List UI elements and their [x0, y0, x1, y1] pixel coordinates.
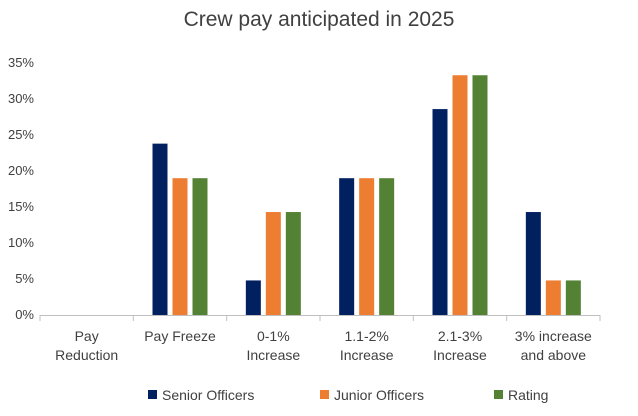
bar-senior-officers-4 [432, 109, 448, 315]
bar-junior-officers-4 [452, 75, 468, 316]
legend-swatch [148, 390, 157, 399]
y-tick-label: 10% [8, 235, 34, 250]
bar-rating-5 [565, 280, 581, 315]
x-category-label: Pay Reduction [55, 328, 118, 363]
bar-rating-3 [379, 178, 395, 315]
legend-label: Senior Officers [162, 387, 254, 403]
legend-swatch [320, 390, 329, 399]
y-tick-label: 0% [15, 307, 34, 322]
x-axis-category-labels: Pay Reduction Pay Freeze 0-1% Increase 1.1-2%… [55, 328, 592, 363]
legend: Senior Officers Junior Officers Rating [148, 387, 548, 403]
x-category-label: 0-1% Increase [246, 328, 300, 363]
x-category-label: 2.1-3% Increase [433, 328, 487, 363]
x-category-label: Pay Freeze [144, 328, 216, 344]
bar-senior-officers-3 [339, 178, 355, 315]
legend-label: Junior Officers [334, 387, 424, 403]
y-tick-label: 30% [8, 91, 34, 106]
bar-junior-officers-3 [359, 178, 375, 315]
legend-swatch [494, 390, 503, 399]
chart-title: Crew pay anticipated in 2025 [184, 8, 455, 31]
y-tick-label: 20% [8, 163, 34, 178]
y-tick-label: 15% [8, 199, 34, 214]
bar-junior-officers-2 [265, 212, 281, 315]
legend-label: Rating [508, 387, 548, 403]
bar-rating-1 [192, 178, 208, 315]
bar-junior-officers-5 [545, 280, 561, 315]
y-axis-ticks: 0% 5% 10% 15% 20% 25% 30% 35% [8, 55, 34, 322]
bar-junior-officers-1 [172, 178, 188, 315]
bar-rating-4 [472, 75, 488, 316]
x-category-label: 3% increase and above [515, 328, 592, 363]
bar-senior-officers-2 [245, 280, 261, 315]
y-tick-label: 5% [15, 271, 34, 286]
y-tick-label: 35% [8, 55, 34, 70]
bar-rating-2 [285, 212, 301, 315]
bar-senior-officers-5 [525, 212, 541, 315]
x-category-label: 1.1-2% Increase [340, 328, 394, 363]
bar-senior-officers-1 [152, 143, 168, 315]
y-tick-label: 25% [8, 127, 34, 142]
bar-series-group [152, 75, 581, 316]
